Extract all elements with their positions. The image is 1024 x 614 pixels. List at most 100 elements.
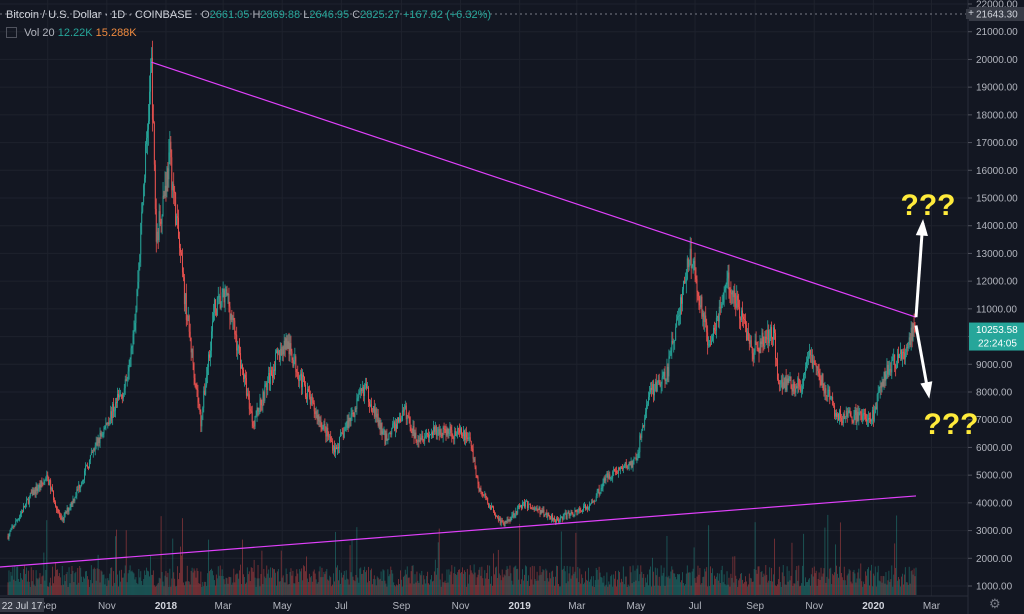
candle-body xyxy=(351,413,353,415)
volume-bar xyxy=(826,576,828,595)
volume-bar xyxy=(770,580,772,595)
volume-bar xyxy=(897,580,899,595)
volume-bar xyxy=(255,586,257,595)
candle-body xyxy=(80,486,82,488)
volume-bar xyxy=(646,582,648,595)
volume-bar xyxy=(621,581,623,595)
chevron-down-icon[interactable] xyxy=(6,26,17,38)
candle-body xyxy=(531,507,533,509)
volume-bar xyxy=(641,571,643,595)
volume-bar xyxy=(498,573,500,595)
volume-bar xyxy=(501,569,503,595)
volume-value: 12.22K xyxy=(57,27,93,39)
volume-bar xyxy=(795,570,797,595)
price-axis[interactable]: 1000.002000.003000.004000.005000.006000.… xyxy=(967,0,1024,614)
volume-bar xyxy=(261,550,263,595)
candle-body xyxy=(278,350,280,360)
candle-body xyxy=(663,371,665,376)
volume-bar xyxy=(508,576,510,595)
volume-bar xyxy=(495,566,497,595)
candle-body xyxy=(655,381,657,392)
volume-bar xyxy=(634,570,636,595)
volume-bar xyxy=(368,566,369,595)
volume-bar xyxy=(180,546,181,595)
volume-bar xyxy=(58,573,60,595)
candle-body xyxy=(102,433,104,435)
volume-bar xyxy=(791,542,793,595)
candle-body xyxy=(62,517,64,521)
candle-body xyxy=(206,375,208,386)
volume-bar xyxy=(311,581,313,595)
candle-body xyxy=(154,164,156,209)
candle-body xyxy=(575,510,577,511)
volume-bar xyxy=(362,573,364,595)
volume-bar xyxy=(211,568,212,595)
volume-bar xyxy=(313,569,315,595)
volume-bar xyxy=(638,581,640,595)
candle-body xyxy=(114,410,116,412)
gear-icon[interactable]: ⚙ xyxy=(989,596,1001,611)
candle-body xyxy=(362,387,364,392)
candle-body xyxy=(533,507,535,510)
candle-body xyxy=(254,415,256,427)
candle-body xyxy=(411,431,413,434)
volume-bar xyxy=(61,565,63,595)
candle-body xyxy=(159,211,161,222)
volume-bar xyxy=(411,565,413,595)
volume-bar xyxy=(590,576,592,595)
volume-bar xyxy=(459,569,461,595)
volume-bar xyxy=(806,582,807,595)
candle-body xyxy=(169,141,171,153)
volume-bar xyxy=(347,579,349,595)
volume-bar xyxy=(911,570,913,595)
volume-bar xyxy=(87,576,88,595)
plus-icon[interactable]: + xyxy=(966,9,976,19)
volume-bar xyxy=(287,584,289,595)
volume-bar xyxy=(604,586,606,595)
candle-body xyxy=(552,515,554,521)
volume-bar xyxy=(117,574,118,595)
candle-body xyxy=(361,388,363,392)
candle-body xyxy=(218,295,220,297)
candle-body xyxy=(434,426,436,432)
crosshair-date: 22 Jul 17 xyxy=(2,601,43,612)
volume-bar xyxy=(433,571,435,595)
candle-body xyxy=(847,413,849,417)
volume-bar xyxy=(572,566,574,595)
candle-body xyxy=(38,484,40,489)
candle-body xyxy=(309,396,311,405)
symbol-name[interactable]: Bitcoin / U.S. Dollar xyxy=(6,9,102,21)
volume-label[interactable]: Vol 20 xyxy=(24,27,55,39)
volume-bar xyxy=(334,581,336,595)
candle-body xyxy=(557,519,559,522)
time-axis[interactable]: Sep Nov 2018 Mar May Jul Sep Nov 2019 Mar May Jul Se… xyxy=(0,595,968,612)
candle-body xyxy=(875,406,877,410)
volume-bar xyxy=(877,565,879,595)
volume-bar xyxy=(773,574,774,595)
interval[interactable]: 1D xyxy=(111,9,126,21)
candle-body xyxy=(296,371,298,373)
volume-bar xyxy=(667,577,669,595)
candle-body xyxy=(119,394,121,396)
candle-body xyxy=(686,258,688,280)
volume-bar xyxy=(843,566,845,595)
volume-bar xyxy=(619,582,621,595)
candle-body xyxy=(431,432,432,435)
volume-bar xyxy=(571,575,573,595)
candle-body xyxy=(198,402,200,406)
volume-bar xyxy=(583,584,585,595)
volume-bar xyxy=(561,569,563,595)
volume-bar xyxy=(494,574,495,595)
volume-bar xyxy=(193,568,195,595)
candle-body xyxy=(177,216,179,218)
candle-body xyxy=(337,447,338,450)
volume-bar xyxy=(404,569,406,595)
volume-bar xyxy=(97,554,99,595)
volume-bar xyxy=(503,574,505,595)
candle-body xyxy=(635,457,637,460)
candle-body xyxy=(497,517,499,521)
candle-body xyxy=(825,388,827,396)
candle-body xyxy=(852,421,854,423)
candle-body xyxy=(463,430,464,437)
